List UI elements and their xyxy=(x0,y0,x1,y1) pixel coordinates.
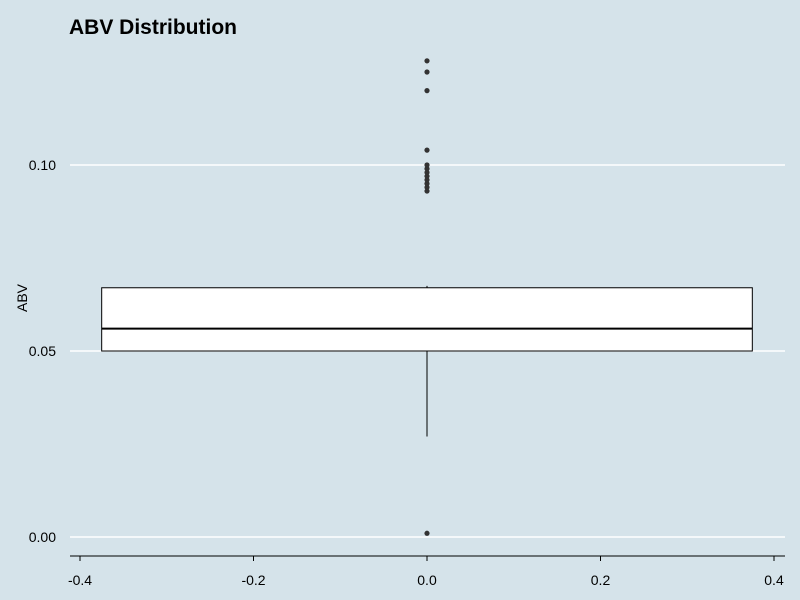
outlier-point xyxy=(424,177,430,183)
outlier-point xyxy=(424,69,430,75)
outlier-point xyxy=(424,181,430,187)
chart-title: ABV Distribution xyxy=(69,16,237,39)
outlier-point xyxy=(424,169,430,176)
y-axis-label: ABV xyxy=(14,283,30,312)
x-tick-label: -0.4 xyxy=(68,572,92,588)
outlier-point xyxy=(424,188,430,194)
axes: 0.00 0.05 0.10 -0.4 -0.2 0.0 0.2 0.4 xyxy=(29,157,785,588)
outlier-point xyxy=(424,58,430,64)
outlier-point xyxy=(424,530,430,536)
y-tick-label: 0.10 xyxy=(29,157,56,173)
outlier-point xyxy=(424,173,430,179)
x-tick-label: 0.2 xyxy=(591,572,611,588)
x-tick-label: 0.0 xyxy=(417,572,437,588)
x-tick-label: -0.2 xyxy=(241,572,265,588)
iqr-box xyxy=(101,287,753,352)
outlier-point xyxy=(424,147,430,153)
box-plot xyxy=(101,58,753,536)
y-tick-label: 0.00 xyxy=(29,529,56,545)
y-tick-label: 0.05 xyxy=(29,343,56,359)
outlier-point xyxy=(424,184,430,190)
outlier-point xyxy=(424,166,430,172)
x-tick-label: 0.4 xyxy=(764,572,784,588)
outlier-point xyxy=(424,162,430,168)
outlier-point xyxy=(424,88,430,94)
